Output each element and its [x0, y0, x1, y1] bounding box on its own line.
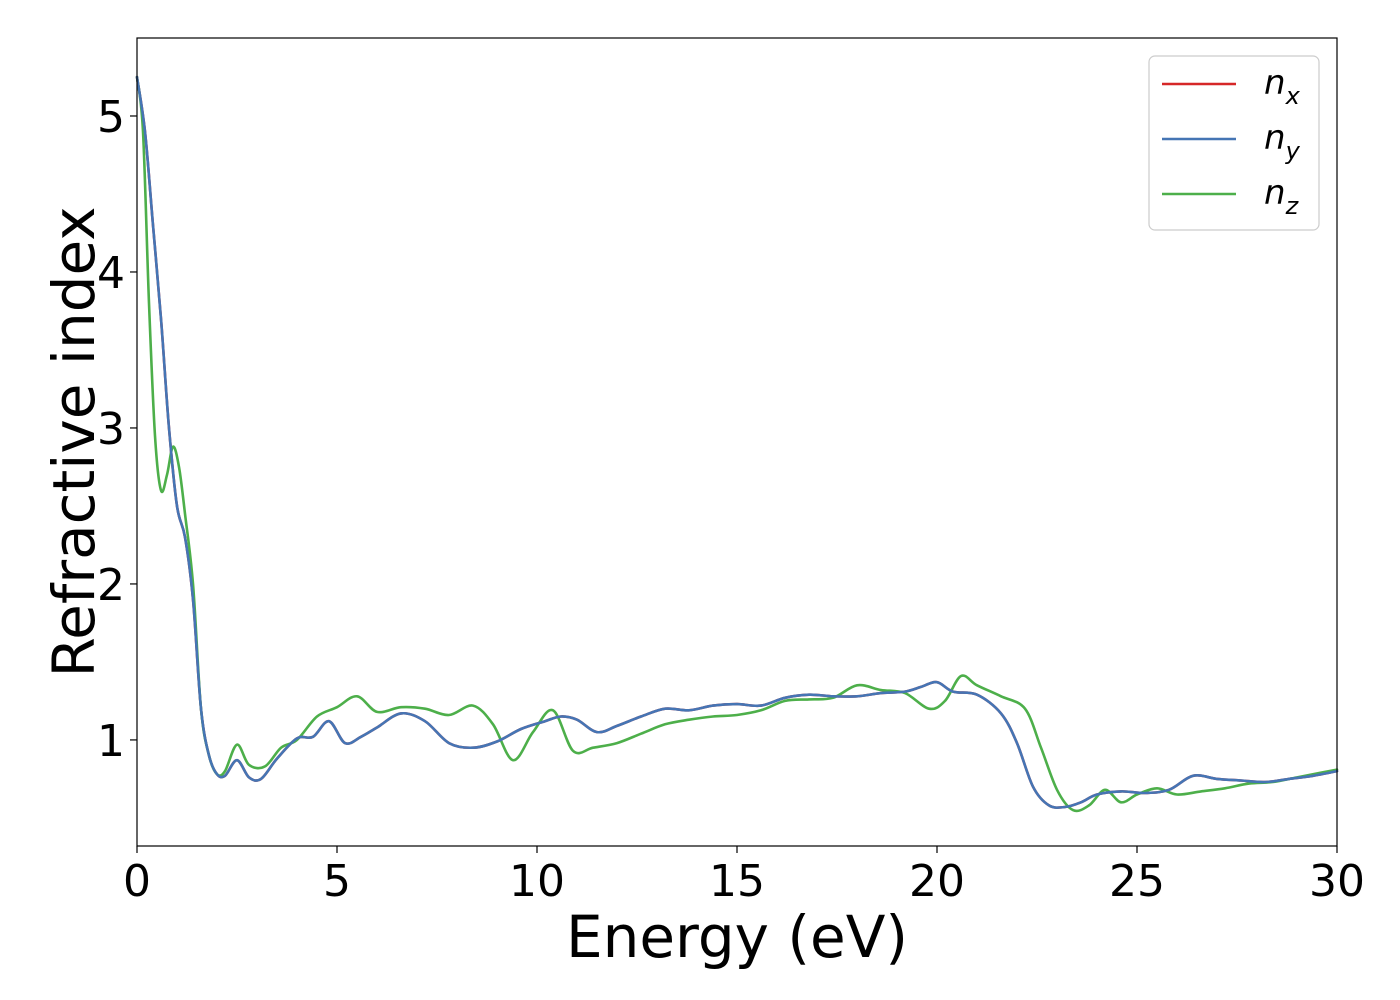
legend-label-main: n — [1264, 173, 1286, 213]
legend-label-y: ny — [1264, 118, 1301, 165]
x-tick-label: 30 — [1309, 856, 1365, 907]
x-tick-label: 25 — [1109, 856, 1165, 907]
y-tick-label: 5 — [97, 92, 125, 143]
x-tick-label: 5 — [323, 856, 351, 907]
y-tick-label: 2 — [97, 560, 125, 611]
y-tick-label: 1 — [97, 716, 125, 767]
legend-label-x: nx — [1264, 63, 1301, 110]
legend-label-z: nz — [1264, 173, 1300, 220]
series-line-y — [135, 75, 1339, 809]
x-axis-ticks: 0 5 10 15 20 25 30 — [123, 846, 1365, 907]
series-layer — [135, 75, 1339, 813]
x-axis-label: Energy (eV) — [566, 903, 908, 971]
legend-label-sub: z — [1285, 192, 1300, 220]
x-tick-label: 20 — [909, 856, 965, 907]
x-tick-label: 10 — [509, 856, 565, 907]
y-axis-label: Refractive index — [40, 206, 108, 677]
y-tick-label: 4 — [97, 248, 125, 299]
x-tick-label: 0 — [123, 856, 151, 907]
x-tick-label: 15 — [709, 856, 765, 907]
y-axis-ticks: 1 2 3 4 5 — [97, 92, 137, 767]
legend-label-sub: x — [1285, 82, 1301, 110]
legend-box — [1148, 55, 1320, 231]
legend-label-main: n — [1264, 118, 1286, 158]
legend-label-sub: y — [1285, 137, 1301, 165]
legend-label-main: n — [1264, 63, 1286, 103]
y-tick-label: 3 — [97, 404, 125, 455]
